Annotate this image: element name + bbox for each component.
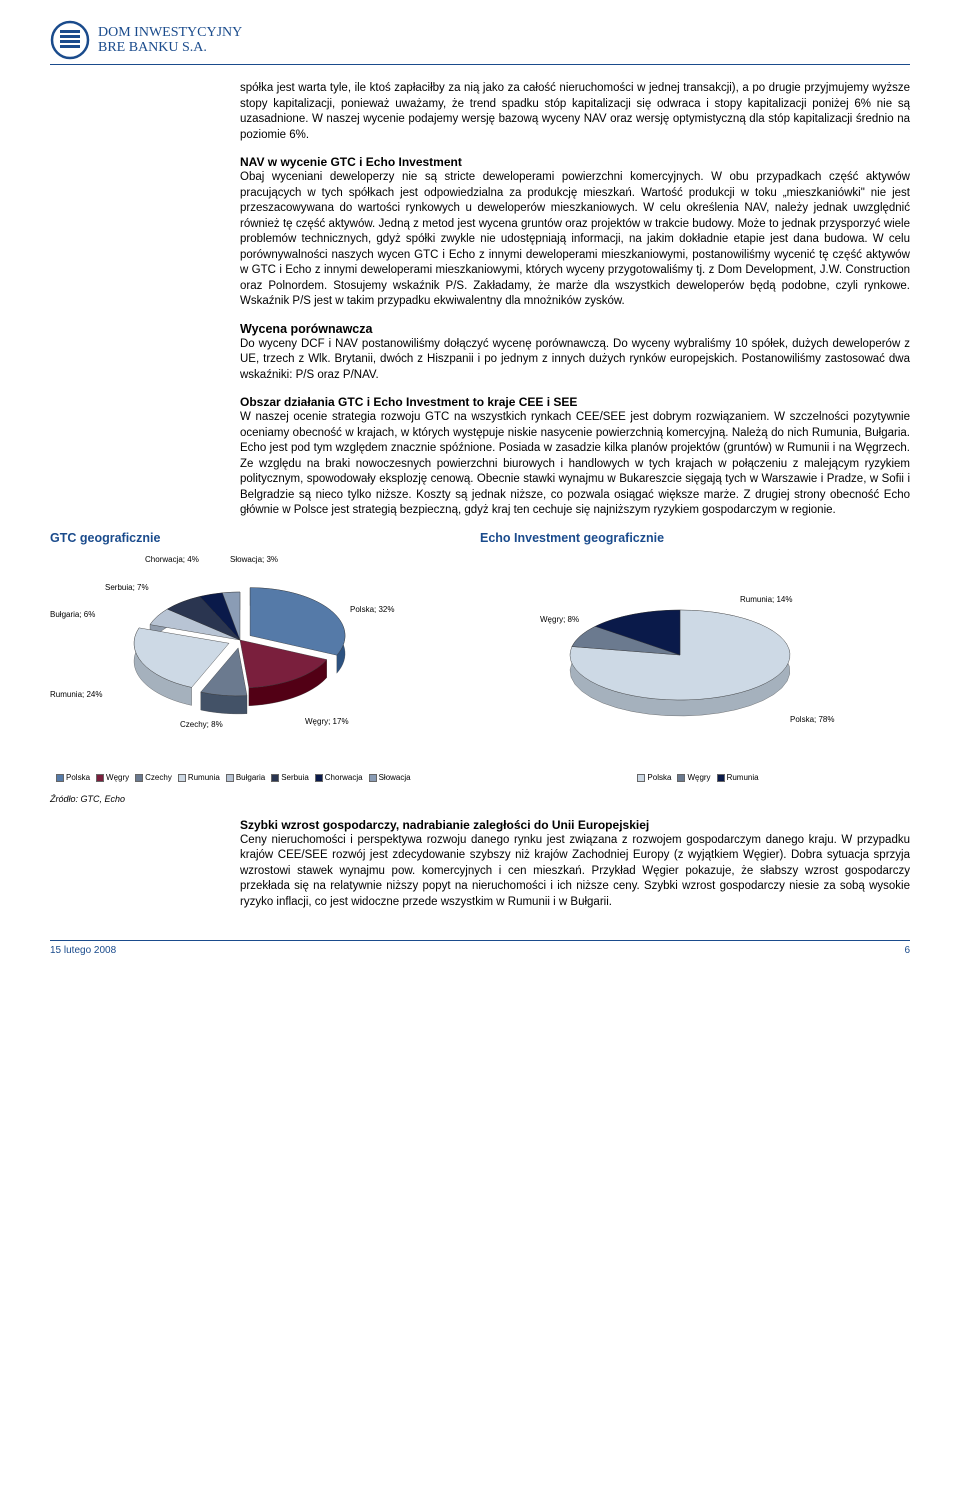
legend-swatch (717, 774, 725, 782)
legend-label: Węgry (687, 773, 710, 782)
echo-pie-chart: Rumunia; 14% Węgry; 8% Polska; 78% (480, 555, 910, 755)
pie-slice-label: Słowacja; 3% (230, 555, 278, 564)
echo-legend: Polska Węgry Rumunia (480, 773, 910, 782)
legend-swatch (96, 774, 104, 782)
section3-body: W naszej ocenie strategia rozwoju GTC na… (240, 410, 910, 519)
legend-swatch (369, 774, 377, 782)
section4-body: Ceny nieruchomości i perspektywa rozwoju… (240, 833, 910, 911)
gtc-legend: Polska Węgry Czechy Rumunia Bułgaria Serbuia C… (50, 773, 480, 782)
chart-source: Źródło: GTC, Echo (50, 794, 910, 804)
intro-paragraph: spółka jest warta tyle, ile ktoś zapłaci… (240, 81, 910, 143)
legend-label: Bułgaria (236, 773, 265, 782)
brand-line2: BRE BANKU S.A. (98, 40, 242, 55)
legend-label: Słowacja (379, 773, 411, 782)
page-header: DOM INWESTYCYJNY BRE BANKU S.A. (50, 20, 910, 65)
pie-slice-label: Węgry; 17% (305, 717, 349, 726)
legend-swatch (135, 774, 143, 782)
legend-label: Rumunia (727, 773, 759, 782)
pie-slice-label: Węgry; 8% (540, 615, 579, 624)
legend-swatch (315, 774, 323, 782)
section1-title: NAV w wycenie GTC i Echo Investment (240, 155, 910, 169)
pie-slice-label: Czechy; 8% (180, 720, 223, 729)
pie-slice-label: Chorwacja; 4% (145, 555, 199, 564)
section2-body: Do wyceny DCF i NAV postanowiliśmy dołąc… (240, 337, 910, 384)
footer-page: 6 (904, 945, 910, 956)
brand-line1: DOM INWESTYCYJNY (98, 25, 242, 40)
section4-title: Szybki wzrost gospodarczy, nadrabianie z… (240, 818, 910, 832)
legend-swatch (56, 774, 64, 782)
bre-logo-icon (50, 20, 90, 60)
section2-title: Wycena porównawcza (240, 322, 910, 336)
section3-title: Obszar działania GTC i Echo Investment t… (240, 395, 910, 409)
pie-slice-label: Bułgaria; 6% (50, 610, 95, 619)
section1-body: Obaj wyceniani deweloperzy nie są strict… (240, 170, 910, 310)
legend-swatch (637, 774, 645, 782)
legend-swatch (178, 774, 186, 782)
legend-label: Węgry (106, 773, 129, 782)
legend-label: Polska (647, 773, 671, 782)
page-footer: 15 lutego 2008 6 (50, 940, 910, 956)
pie-slice-label: Polska; 78% (790, 715, 834, 724)
pie-slice-label: Rumunia; 14% (740, 595, 792, 604)
legend-swatch (271, 774, 279, 782)
echo-chart-title: Echo Investment geograficznie (480, 531, 910, 545)
legend-label: Polska (66, 773, 90, 782)
legend-swatch (677, 774, 685, 782)
legend-label: Rumunia (188, 773, 220, 782)
brand-name: DOM INWESTYCYJNY BRE BANKU S.A. (98, 25, 242, 56)
legend-label: Chorwacja (325, 773, 363, 782)
pie-slice-label: Serbuia; 7% (105, 583, 149, 592)
legend-label: Czechy (145, 773, 172, 782)
pie-slice-label: Polska; 32% (350, 605, 394, 614)
gtc-chart-title: GTC geograficznie (50, 531, 480, 545)
pie-slice-label: Rumunia; 24% (50, 690, 102, 699)
legend-swatch (226, 774, 234, 782)
legend-label: Serbuia (281, 773, 309, 782)
footer-date: 15 lutego 2008 (50, 945, 116, 956)
gtc-pie-chart: Chorwacja; 4% Słowacja; 3% Serbuia; 7% Bułg… (50, 555, 480, 755)
